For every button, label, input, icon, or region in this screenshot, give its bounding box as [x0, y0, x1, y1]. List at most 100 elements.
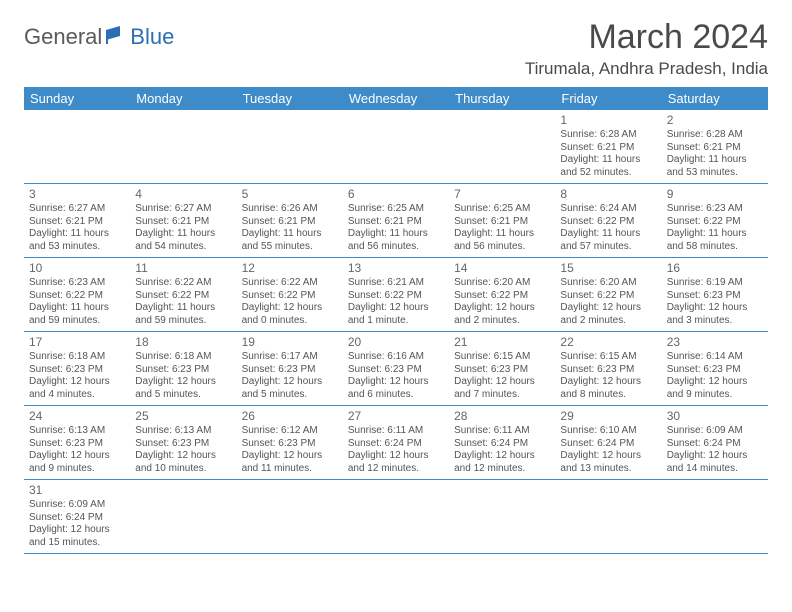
sunrise-line: Sunrise: 6:25 AM: [454, 203, 550, 216]
day-number: 12: [242, 261, 338, 276]
day-number: 8: [560, 187, 656, 202]
calendar-cell: [343, 480, 449, 554]
sunset-line: Sunset: 6:22 PM: [348, 290, 444, 303]
calendar-cell: [130, 480, 236, 554]
day-number: 13: [348, 261, 444, 276]
logo-flag-icon: [106, 26, 128, 49]
sunset-line: Sunset: 6:24 PM: [29, 512, 125, 525]
daylight-line: Daylight: 12 hours and 10 minutes.: [135, 450, 231, 475]
day-number: 3: [29, 187, 125, 202]
sunset-line: Sunset: 6:23 PM: [29, 438, 125, 451]
calendar-cell: [449, 110, 555, 184]
weekday-header-row: Sunday Monday Tuesday Wednesday Thursday…: [24, 87, 768, 110]
calendar-cell: 10Sunrise: 6:23 AMSunset: 6:22 PMDayligh…: [24, 258, 130, 332]
day-number: 14: [454, 261, 550, 276]
sunset-line: Sunset: 6:21 PM: [560, 142, 656, 155]
daylight-line: Daylight: 12 hours and 6 minutes.: [348, 376, 444, 401]
calendar-cell: 2Sunrise: 6:28 AMSunset: 6:21 PMDaylight…: [662, 110, 768, 184]
day-number: 23: [667, 335, 763, 350]
sunrise-line: Sunrise: 6:17 AM: [242, 351, 338, 364]
weekday-header: Tuesday: [237, 87, 343, 110]
sunrise-line: Sunrise: 6:16 AM: [348, 351, 444, 364]
location: Tirumala, Andhra Pradesh, India: [525, 59, 768, 79]
calendar-row: 24Sunrise: 6:13 AMSunset: 6:23 PM Dayligh…: [24, 406, 768, 480]
calendar-cell: 14Sunrise: 6:20 AMSunset: 6:22 PMDayligh…: [449, 258, 555, 332]
day-number: 19: [242, 335, 338, 350]
calendar-cell: 27Sunrise: 6:11 AMSunset: 6:24 PMDayligh…: [343, 406, 449, 480]
calendar-cell: 31Sunrise: 6:09 AMSunset: 6:24 PMDayligh…: [24, 480, 130, 554]
sunrise-line: Sunrise: 6:13 AM: [29, 425, 125, 438]
daylight-line: Daylight: 11 hours and 54 minutes.: [135, 228, 231, 253]
calendar-cell: 19Sunrise: 6:17 AMSunset: 6:23 PMDayligh…: [237, 332, 343, 406]
weekday-header: Sunday: [24, 87, 130, 110]
calendar-cell: 3Sunrise: 6:27 AMSunset: 6:21 PMDaylight…: [24, 184, 130, 258]
daylight-line: Daylight: 12 hours and 4 minutes.: [29, 376, 125, 401]
sunset-line: Sunset: 6:23 PM: [29, 364, 125, 377]
daylight-line: Daylight: 12 hours and 3 minutes.: [667, 302, 763, 327]
sunrise-line: Sunrise: 6:23 AM: [667, 203, 763, 216]
day-number: 20: [348, 335, 444, 350]
sunrise-line: Sunrise: 6:20 AM: [454, 277, 550, 290]
calendar-cell: 12Sunrise: 6:22 AMSunset: 6:22 PMDayligh…: [237, 258, 343, 332]
sunrise-line: Sunrise: 6:27 AM: [29, 203, 125, 216]
calendar-cell: 25Sunrise: 6:13 AMSunset: 6:23 PMDayligh…: [130, 406, 236, 480]
daylight-line: Daylight: 11 hours and 59 minutes.: [135, 302, 231, 327]
sunrise-line: Sunrise: 6:26 AM: [242, 203, 338, 216]
daylight-line: Daylight: 11 hours and 53 minutes.: [667, 154, 763, 179]
calendar-cell: 29Sunrise: 6:10 AMSunset: 6:24 PMDayligh…: [555, 406, 661, 480]
sunset-line: Sunset: 6:22 PM: [667, 216, 763, 229]
daylight-line: Daylight: 12 hours and 0 minutes.: [242, 302, 338, 327]
calendar-cell: 20Sunrise: 6:16 AMSunset: 6:23 PMDayligh…: [343, 332, 449, 406]
calendar-cell: 11Sunrise: 6:22 AMSunset: 6:22 PMDayligh…: [130, 258, 236, 332]
calendar-cell: 15Sunrise: 6:20 AMSunset: 6:22 PMDayligh…: [555, 258, 661, 332]
calendar-cell: 17Sunrise: 6:18 AMSunset: 6:23 PMDayligh…: [24, 332, 130, 406]
sunrise-line: Sunrise: 6:22 AM: [242, 277, 338, 290]
day-number: 30: [667, 409, 763, 424]
sunset-line: Sunset: 6:24 PM: [454, 438, 550, 451]
day-number: 21: [454, 335, 550, 350]
calendar-cell: 16Sunrise: 6:19 AMSunset: 6:23 PMDayligh…: [662, 258, 768, 332]
daylight-line: Daylight: 12 hours and 2 minutes.: [560, 302, 656, 327]
logo: General Blue: [24, 24, 174, 50]
daylight-line: Daylight: 11 hours and 58 minutes.: [667, 228, 763, 253]
daylight-line: Daylight: 11 hours and 55 minutes.: [242, 228, 338, 253]
weekday-header: Thursday: [449, 87, 555, 110]
daylight-line: Daylight: 11 hours and 53 minutes.: [29, 228, 125, 253]
day-number: 31: [29, 483, 125, 498]
calendar-cell: 9Sunrise: 6:23 AMSunset: 6:22 PMDaylight…: [662, 184, 768, 258]
day-number: 24: [29, 409, 125, 424]
sunset-line: Sunset: 6:21 PM: [135, 216, 231, 229]
sunrise-line: Sunrise: 6:12 AM: [242, 425, 338, 438]
sunset-line: Sunset: 6:22 PM: [454, 290, 550, 303]
sunset-line: Sunset: 6:22 PM: [560, 216, 656, 229]
calendar-cell: 30Sunrise: 6:09 AMSunset: 6:24 PMDayligh…: [662, 406, 768, 480]
day-number: 2: [667, 113, 763, 128]
daylight-line: Daylight: 12 hours and 2 minutes.: [454, 302, 550, 327]
weekday-header: Wednesday: [343, 87, 449, 110]
day-number: 26: [242, 409, 338, 424]
sunset-line: Sunset: 6:22 PM: [135, 290, 231, 303]
calendar-cell: 24Sunrise: 6:13 AMSunset: 6:23 PMDayligh…: [24, 406, 130, 480]
sunset-line: Sunset: 6:22 PM: [29, 290, 125, 303]
daylight-line: Daylight: 12 hours and 12 minutes.: [348, 450, 444, 475]
day-number: 17: [29, 335, 125, 350]
calendar-cell: 18Sunrise: 6:18 AMSunset: 6:23 PMDayligh…: [130, 332, 236, 406]
sunset-line: Sunset: 6:21 PM: [348, 216, 444, 229]
calendar-cell: [130, 110, 236, 184]
sunset-line: Sunset: 6:21 PM: [242, 216, 338, 229]
day-number: 27: [348, 409, 444, 424]
month-title: March 2024: [525, 18, 768, 57]
calendar-cell: [555, 480, 661, 554]
weekday-header: Saturday: [662, 87, 768, 110]
sunset-line: Sunset: 6:24 PM: [667, 438, 763, 451]
sunrise-line: Sunrise: 6:11 AM: [454, 425, 550, 438]
sunrise-line: Sunrise: 6:28 AM: [560, 129, 656, 142]
sunrise-line: Sunrise: 6:28 AM: [667, 129, 763, 142]
sunset-line: Sunset: 6:24 PM: [348, 438, 444, 451]
day-number: 5: [242, 187, 338, 202]
day-number: 22: [560, 335, 656, 350]
sunset-line: Sunset: 6:23 PM: [560, 364, 656, 377]
sunset-line: Sunset: 6:21 PM: [29, 216, 125, 229]
day-number: 16: [667, 261, 763, 276]
daylight-line: Daylight: 12 hours and 7 minutes.: [454, 376, 550, 401]
